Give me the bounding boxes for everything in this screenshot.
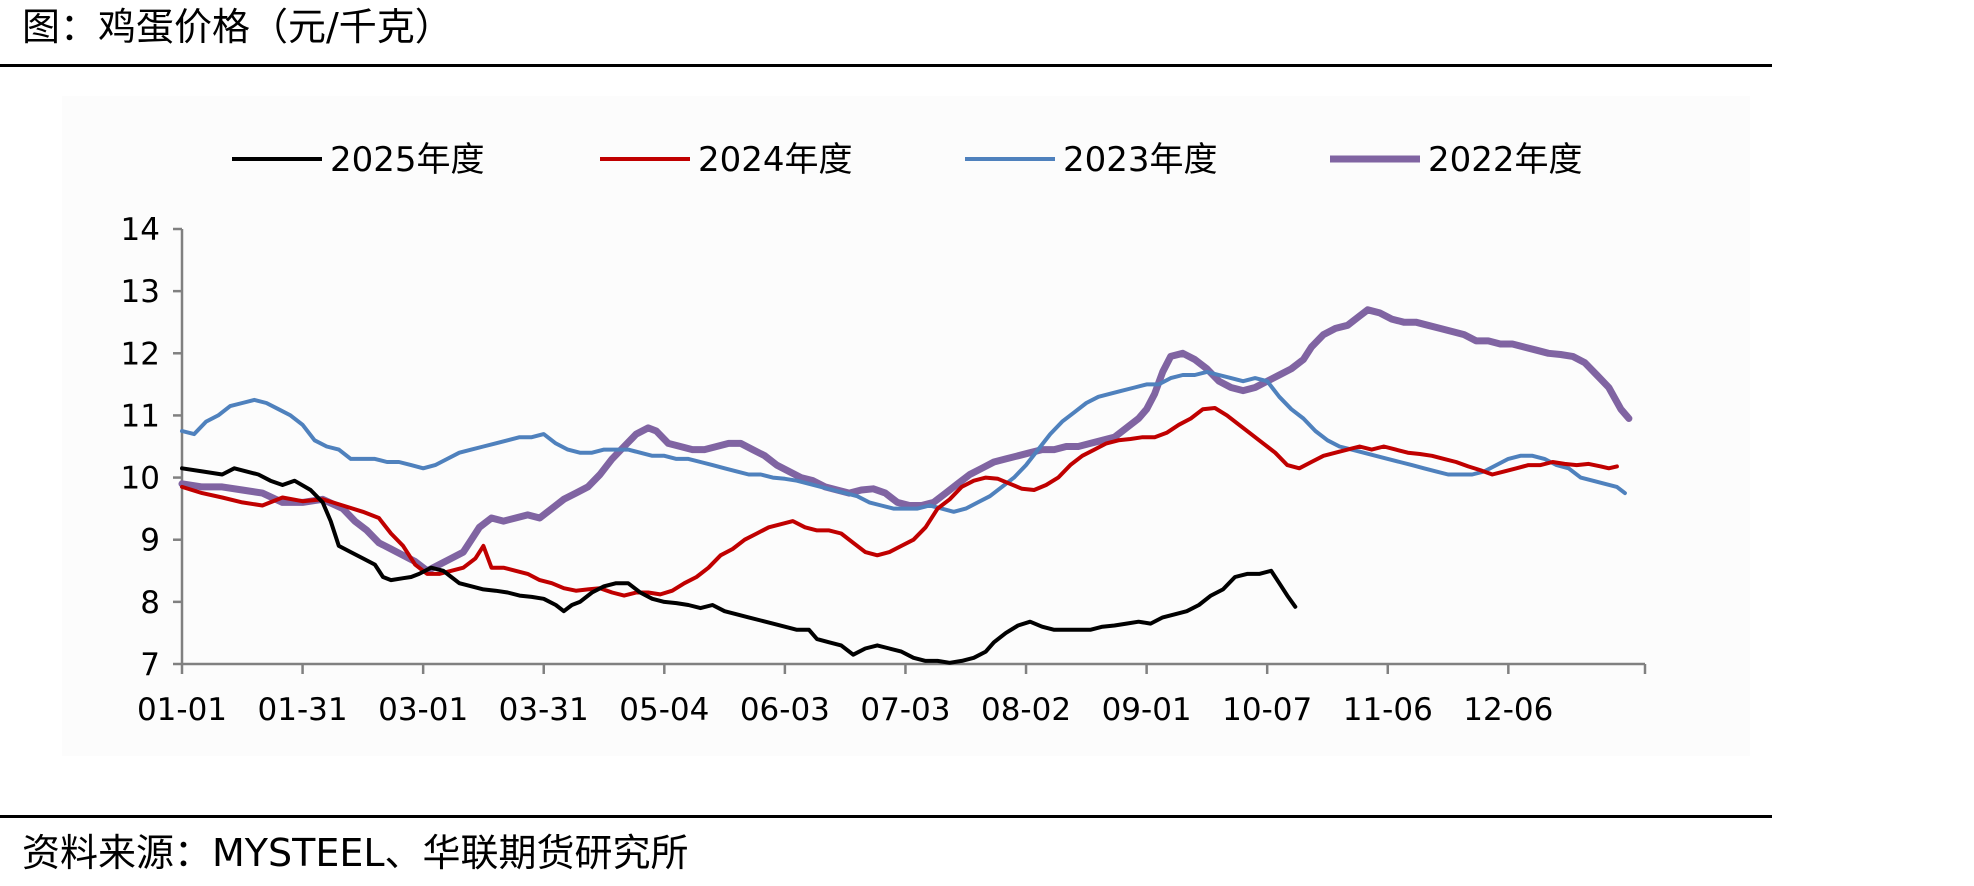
y-axis: 7 8 9 10 11 12 13 14	[121, 212, 184, 683]
x-tick-label: 05-04	[619, 692, 709, 728]
legend-label-0: 2025年度	[330, 140, 485, 180]
chart-panel	[62, 96, 1750, 756]
figure-title: 图：鸡蛋价格（元/千克）	[22, 5, 453, 49]
x-axis: 01-01 01-31 03-01 03-31 05-04 06-03 07-03 08-02…	[137, 662, 1647, 728]
x-tick-label: 07-03	[860, 692, 950, 728]
legend-label-1: 2024年度	[698, 140, 853, 180]
series-line-3	[178, 306, 1633, 575]
x-tick-label: 01-01	[137, 692, 227, 728]
series-group	[178, 306, 1633, 665]
x-tick-label: 11-06	[1343, 692, 1433, 728]
x-tick-label: 03-31	[499, 692, 589, 728]
y-tick-label: 14	[121, 212, 160, 248]
x-tick-label: 08-02	[981, 692, 1071, 728]
y-tick-label: 7	[140, 647, 160, 683]
x-tick-label: 01-31	[258, 692, 348, 728]
legend-label-3: 2022年度	[1428, 140, 1583, 180]
x-tick-label: 06-03	[740, 692, 830, 728]
x-tick-label: 10-07	[1222, 692, 1312, 728]
y-tick-label: 9	[140, 523, 160, 559]
y-tick-label: 11	[121, 398, 160, 434]
legend-label-2: 2023年度	[1063, 140, 1218, 180]
series-line-2	[180, 369, 1627, 514]
x-tick-label: 09-01	[1102, 692, 1192, 728]
x-tick-label: 12-06	[1463, 692, 1553, 728]
bottom-rule	[0, 815, 1772, 818]
source-note: 资料来源：MYSTEEL、华联期货研究所	[22, 831, 689, 875]
series-line-0	[180, 466, 1298, 665]
y-tick-label: 12	[121, 336, 160, 372]
y-tick-label: 10	[121, 461, 160, 497]
series-line-1	[180, 406, 1619, 598]
top-rule	[0, 64, 1772, 67]
y-tick-label: 8	[140, 585, 160, 621]
legend: 2025年度 2024年度 2023年度 2022年度	[232, 140, 1583, 180]
x-tick-label: 03-01	[378, 692, 468, 728]
y-tick-label: 13	[121, 274, 160, 310]
